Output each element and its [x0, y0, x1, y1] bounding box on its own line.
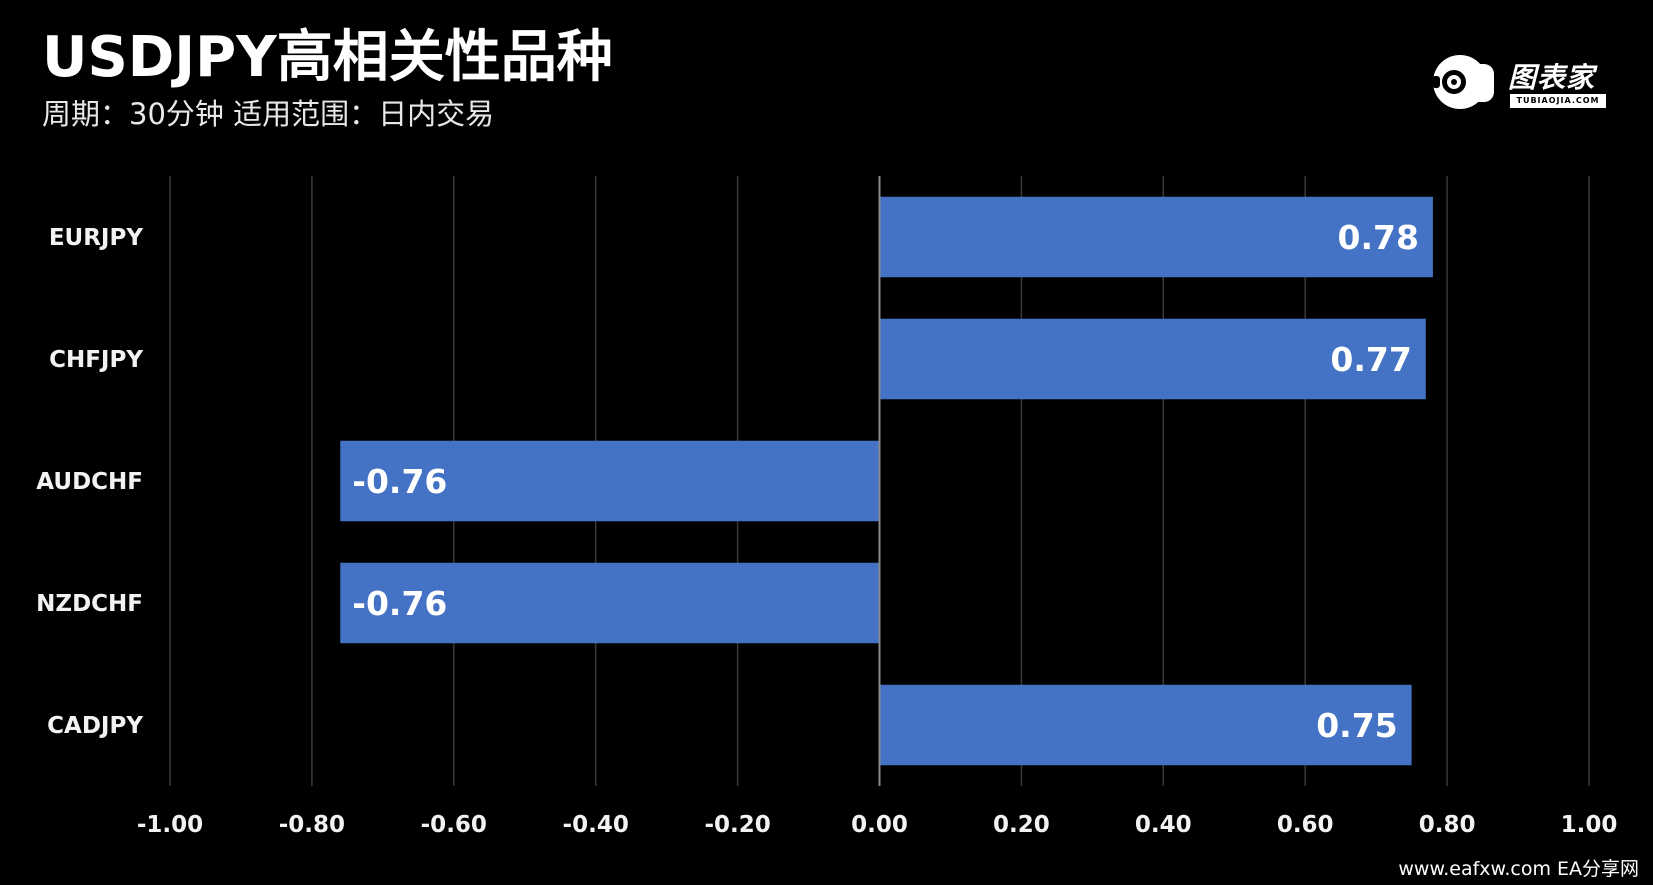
category-label: CADJPY: [47, 713, 143, 739]
bar-cadjpy: [880, 684, 1412, 766]
robot-head-icon: [1432, 55, 1494, 109]
chart-subtitle: 周期：30分钟 适用范围：日内交易: [42, 97, 495, 131]
x-tick-label: 0.80: [1419, 812, 1476, 838]
x-tick-label: -1.00: [137, 812, 203, 838]
brand-logo: 图表家 TUBIAOJIA.COM: [1430, 50, 1610, 114]
data-label: 0.78: [1337, 218, 1418, 257]
category-label: EURJPY: [49, 225, 144, 251]
x-tick-label: 0.60: [1277, 812, 1334, 838]
data-label: 0.75: [1316, 706, 1397, 745]
category-label: AUDCHF: [36, 469, 143, 495]
category-axis: EURJPY CHFJPY AUDCHF NZDCHF CADJPY: [36, 225, 143, 739]
category-label: CHFJPY: [49, 347, 143, 373]
x-tick-label: -0.60: [421, 812, 487, 838]
chart-title: USDJPY高相关性品种: [42, 25, 613, 90]
watermark: www.eafxw.com EA分享网: [1398, 858, 1639, 880]
data-labels: 0.78 0.77 -0.76 -0.76 0.75: [352, 218, 1419, 745]
data-label: -0.76: [352, 584, 447, 623]
x-tick-label: -0.80: [279, 812, 345, 838]
x-tick-label: 1.00: [1561, 812, 1618, 838]
category-label: NZDCHF: [36, 591, 143, 617]
bar-audchf: [340, 440, 879, 522]
x-axis: -1.00 -0.80 -0.60 -0.40 -0.20 0.00 0.20 0.40 0.6…: [137, 812, 1618, 838]
data-label: -0.76: [352, 462, 447, 501]
bar-nzdchf: [340, 562, 879, 644]
x-tick-label: 0.40: [1135, 812, 1192, 838]
x-tick-label: 0.20: [993, 812, 1050, 838]
x-tick-label: -0.40: [563, 812, 629, 838]
x-tick-label: 0.00: [851, 812, 908, 838]
data-label: 0.77: [1330, 340, 1411, 379]
bars: [340, 196, 1433, 766]
bar-chfjpy: [880, 318, 1426, 400]
logo-text: 图表家: [1508, 61, 1596, 94]
logo-subtext: TUBIAOJIA.COM: [1510, 94, 1606, 108]
bar-eurjpy: [880, 196, 1433, 278]
x-tick-label: -0.20: [704, 812, 770, 838]
